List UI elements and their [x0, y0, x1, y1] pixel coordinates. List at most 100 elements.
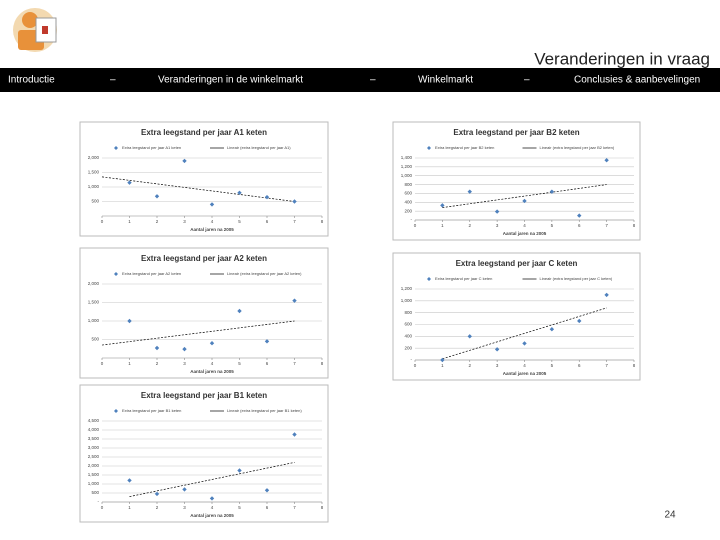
x-tick-label: 1 [441, 223, 444, 228]
y-tick-label: 500 [91, 490, 99, 495]
y-tick-label: 600 [404, 191, 412, 196]
data-point [182, 346, 187, 352]
x-tick-label: 2 [468, 363, 471, 368]
x-axis-title: Aantal jaren na 2005 [190, 369, 234, 374]
legend-label: Extra leegstand per jaar A1 keten [122, 145, 181, 150]
data-point [209, 496, 215, 501]
data-point [292, 199, 297, 204]
x-tick-label: 7 [293, 361, 296, 366]
chart-frame [79, 247, 329, 379]
x-tick-label: 4 [211, 219, 214, 224]
x-tick-label: 2 [468, 223, 471, 228]
legend-marker [114, 409, 118, 413]
x-tick-label: 7 [605, 363, 608, 368]
legend-marker [427, 277, 431, 281]
legend-label: Lineair (extra leegstand per jaar A2 ket… [227, 271, 302, 276]
y-tick-label: 400 [404, 199, 412, 204]
data-point [154, 345, 160, 351]
trendline [101, 176, 295, 202]
chart-frame [79, 384, 329, 523]
y-tick-label: 500 [91, 199, 99, 204]
data-point [237, 468, 242, 473]
y-tick-label: 1,500 [88, 170, 100, 175]
trendline [442, 184, 607, 208]
data-point [440, 203, 445, 208]
legend-marker [427, 146, 431, 150]
data-point [264, 488, 270, 493]
trendline [129, 462, 295, 497]
x-tick-label: 8 [321, 361, 324, 366]
x-tick-label: 2 [156, 219, 159, 224]
legend-label: Extra leegstand per jaar A2 keten [122, 271, 181, 276]
data-point [264, 194, 270, 200]
page-number: 24 [664, 510, 676, 521]
x-tick-label: 6 [578, 223, 581, 228]
data-point [127, 318, 132, 324]
x-tick-label: 2 [156, 505, 159, 510]
x-tick-label: 5 [551, 223, 554, 228]
x-tick-label: 4 [211, 505, 214, 510]
y-tick-label: 1,000 [401, 173, 413, 178]
data-point [604, 292, 609, 298]
data-point [237, 190, 242, 195]
data-point [577, 213, 582, 218]
legend-label: Lineair (extra leegstand per jaar B1 ket… [227, 408, 302, 413]
y-tick-label: 200 [404, 208, 412, 213]
data-point [604, 158, 609, 163]
x-tick-label: 6 [266, 219, 269, 224]
x-tick-label: 1 [128, 361, 131, 366]
y-tick-label: 1,000 [88, 481, 100, 486]
x-tick-label: 1 [128, 219, 131, 224]
chart-title: Extra leegstand per jaar A1 keten [141, 128, 267, 137]
x-tick-label: 5 [551, 363, 554, 368]
x-tick-label: 3 [183, 505, 186, 510]
data-point [127, 478, 132, 483]
data-point [440, 357, 445, 363]
data-point [522, 341, 527, 346]
y-tick-label: 800 [404, 310, 412, 315]
x-tick-label: 5 [238, 219, 241, 224]
nav-item: Conclusies & aanbevelingen [574, 75, 700, 86]
legend-label: Extra leegstand per jaar B2 keten [435, 145, 494, 150]
y-tick-label: - [411, 217, 413, 222]
x-tick-label: 5 [238, 505, 241, 510]
nav-item: Veranderingen in de winkelmarkt [158, 75, 303, 86]
y-tick-label: 2,000 [88, 155, 100, 160]
y-tick-label: 1,000 [88, 184, 100, 189]
data-point [154, 491, 160, 497]
nav-item: Introductie [8, 75, 55, 86]
chart-title: Extra leegstand per jaar B1 keten [141, 391, 267, 400]
chart-title: Extra leegstand per jaar B2 keten [453, 128, 579, 137]
y-tick-label: 1,500 [88, 300, 100, 305]
nav-item: – [370, 75, 376, 86]
x-tick-label: 5 [238, 361, 241, 366]
x-tick-label: 0 [101, 361, 104, 366]
data-point [264, 339, 270, 344]
y-tick-label: 1,500 [88, 472, 100, 477]
data-point [182, 158, 187, 164]
y-tick-label: 1,200 [401, 286, 413, 291]
y-tick-label: 2,000 [88, 281, 100, 286]
x-tick-label: 6 [266, 505, 269, 510]
data-point [209, 341, 215, 346]
y-tick-label: 600 [404, 322, 412, 327]
legend-label: Lineair (extra leegstand per jaar A1) [227, 145, 291, 150]
y-tick-label: 4,000 [88, 427, 100, 432]
data-point [209, 202, 215, 207]
y-tick-label: 800 [404, 182, 412, 187]
data-point [467, 334, 472, 339]
x-tick-label: 4 [523, 223, 526, 228]
y-tick-label: 200 [404, 345, 412, 350]
y-tick-label: - [98, 499, 100, 504]
legend-marker [114, 272, 118, 276]
legend-label: Lineair (extra leegstand per jaar C kete… [540, 276, 613, 281]
x-tick-label: 8 [633, 363, 636, 368]
y-tick-label: 3,000 [88, 445, 100, 450]
x-tick-label: 1 [128, 505, 131, 510]
slide-title: Veranderingen in vraag [534, 49, 710, 68]
nav-bar [0, 68, 720, 92]
x-axis-title: Aantal jaren na 2005 [190, 227, 234, 232]
data-point [494, 209, 500, 214]
x-tick-label: 0 [101, 505, 104, 510]
